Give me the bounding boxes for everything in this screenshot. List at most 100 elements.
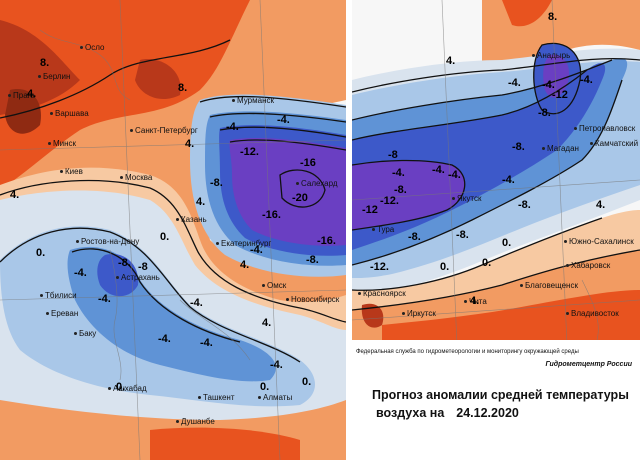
isoline-label: -4. xyxy=(448,169,461,181)
isoline-label: -4. xyxy=(502,174,515,186)
isoline-label: -8. xyxy=(210,177,223,189)
isoline-label: -8. xyxy=(118,257,131,269)
city-label: Омск xyxy=(262,282,286,290)
city-label: Прага xyxy=(8,92,35,100)
forecast-title: Прогноз аномалии средней температуры xyxy=(372,388,629,402)
isoline-label: -4. xyxy=(508,77,521,89)
city-label: Ташкент xyxy=(198,394,235,402)
city-label: Ашхабад xyxy=(108,385,147,393)
city-label: Баку xyxy=(74,330,96,338)
city-label: Варшава xyxy=(50,110,89,118)
center-name: Гидрометцентр России xyxy=(545,361,633,368)
isoline-label: 4. xyxy=(240,259,250,271)
isoline-label: -12. xyxy=(240,146,259,158)
left-map-field xyxy=(0,0,346,460)
city-label: Южно-Сахалинск xyxy=(564,238,634,246)
isoline-label: -12. xyxy=(380,195,399,207)
city-label: Анадырь xyxy=(532,52,570,60)
isoline-label: -16. xyxy=(262,209,281,221)
isoline-label: -8. xyxy=(518,199,531,211)
agency-name: Федеральная служба по гидрометеорологии … xyxy=(356,349,579,355)
isoline-label: 4. xyxy=(196,196,206,208)
forecast-subtitle: воздуха на 24.12.2020 xyxy=(376,406,519,420)
city-label: Екатеринбург xyxy=(216,240,271,248)
isoline-label: -12 xyxy=(552,89,568,101)
isoline-label: -8 xyxy=(138,261,148,273)
isoline-label: 8. xyxy=(178,82,188,94)
isoline-label: -12. xyxy=(370,261,389,273)
city-label: Москва xyxy=(120,174,152,182)
isoline-label: -4. xyxy=(392,167,405,179)
city-label: Душанбе xyxy=(176,418,215,426)
city-label: Камчатский xyxy=(590,140,638,148)
isoline-label: -20 xyxy=(292,192,308,204)
isoline-label: -8. xyxy=(538,107,551,119)
isoline-label: 4. xyxy=(446,55,456,67)
city-label: Благовещенск xyxy=(520,282,578,290)
city-label: Санкт-Петербург xyxy=(130,127,198,135)
isoline-label: -8. xyxy=(306,254,319,266)
isoline-label: -8. xyxy=(512,141,525,153)
isoline-label: -4. xyxy=(98,293,111,305)
city-label: Киев xyxy=(60,168,83,176)
panel-separator xyxy=(346,0,352,460)
isoline-label: -4. xyxy=(158,333,171,345)
city-label: Салехард xyxy=(296,180,338,188)
city-label: Чита xyxy=(464,298,487,306)
isoline-label: 4. xyxy=(262,317,272,329)
isoline-label: 0. xyxy=(260,381,270,393)
isoline-label: -4. xyxy=(226,121,239,133)
city-label: Хабаровск xyxy=(566,262,610,270)
isoline-label: -4. xyxy=(432,164,445,176)
forecast-info-box: Федеральная служба по гидрометеорологии … xyxy=(352,340,640,460)
city-label: Осло xyxy=(80,44,104,52)
city-label: Минск xyxy=(48,140,76,148)
left-map-panel: Осло Берлин Варшава Прага Санкт-Петербур… xyxy=(0,0,346,460)
isoline-label: -4. xyxy=(250,244,263,256)
isoline-label: 8. xyxy=(40,57,50,69)
city-label: Астрахань xyxy=(116,274,160,282)
isoline-label: -4. xyxy=(74,267,87,279)
isoline-label: -4. xyxy=(542,79,555,91)
city-label: Красноярск xyxy=(358,290,406,298)
isoline-label: 0. xyxy=(440,261,450,273)
city-label: Казань xyxy=(176,216,207,224)
isoline-label: -4. xyxy=(277,114,290,126)
city-label: Тура xyxy=(372,226,394,234)
city-label: Якутск xyxy=(452,195,481,203)
isoline-label: 0. xyxy=(302,376,312,388)
subtitle-prefix: воздуха на xyxy=(376,406,445,420)
isoline-label: -16 xyxy=(300,157,316,169)
isoline-label: -4. xyxy=(190,297,203,309)
city-label: Магадан xyxy=(542,145,579,153)
city-label: Петропавловск xyxy=(574,125,635,133)
isoline-label: -8. xyxy=(456,229,469,241)
city-label: Владивосток xyxy=(566,310,619,318)
isoline-label: 0. xyxy=(482,257,492,269)
city-label: Алматы xyxy=(258,394,292,402)
isoline-label: -4. xyxy=(580,74,593,86)
isoline-label: 4. xyxy=(596,199,606,211)
city-label: Тбилиси xyxy=(40,292,77,300)
isoline-label: -8 xyxy=(388,149,398,161)
isoline-label: 4. xyxy=(10,189,20,201)
isoline-label: -4. xyxy=(270,359,283,371)
isoline-label: 0. xyxy=(36,247,46,259)
isoline-label: 0. xyxy=(502,237,512,249)
isoline-label: -12 xyxy=(362,204,378,216)
city-label: Берлин xyxy=(38,73,70,81)
city-label: Мурманск xyxy=(232,97,274,105)
isoline-label: 4. xyxy=(185,138,195,150)
isoline-label: 8. xyxy=(548,11,558,23)
isoline-label: 4. xyxy=(27,88,37,100)
isoline-label: 0. xyxy=(116,381,126,393)
isoline-label: 0. xyxy=(160,231,170,243)
city-label: Ростов-на-Дону xyxy=(76,238,139,246)
city-label: Иркутск xyxy=(402,310,436,318)
city-label: Ереван xyxy=(46,310,78,318)
isoline-label: -8. xyxy=(408,231,421,243)
isoline-label: -8. xyxy=(394,184,407,196)
isoline-label: 4. xyxy=(470,295,480,307)
isoline-label: -16. xyxy=(317,235,336,247)
forecast-date: 24.12.2020 xyxy=(456,406,519,420)
